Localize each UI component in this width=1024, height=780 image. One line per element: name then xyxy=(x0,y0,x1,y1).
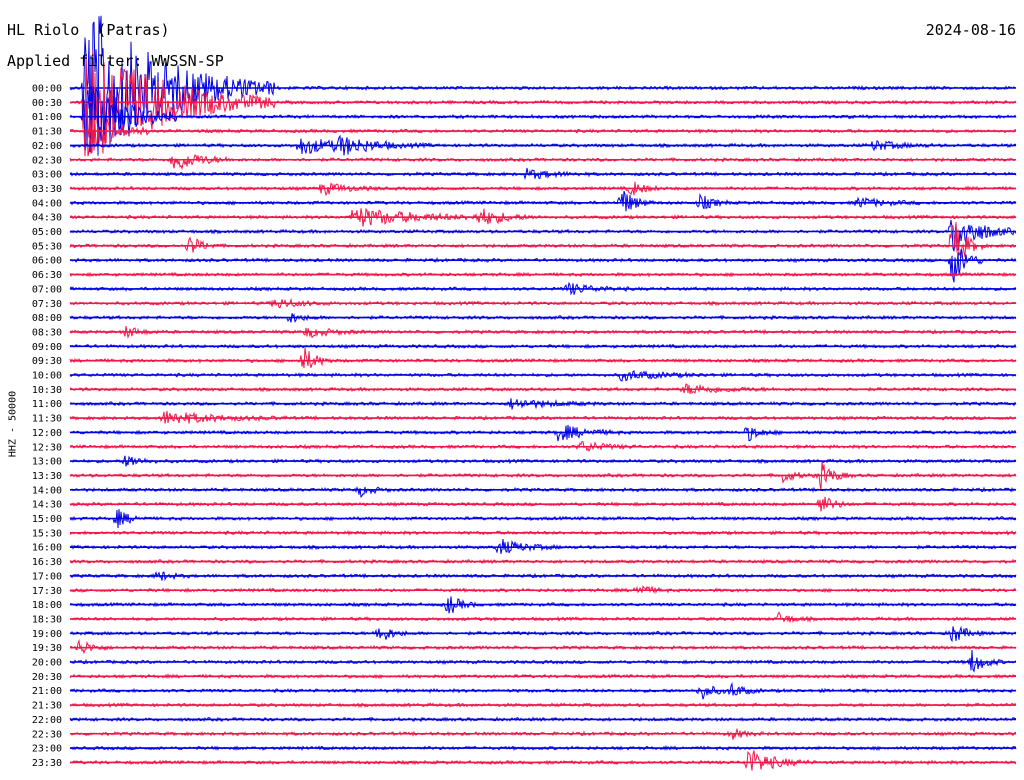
time-label: 10:30 xyxy=(32,385,62,396)
station-title: HL Riolo (Patras) xyxy=(7,21,170,39)
trace-row xyxy=(70,727,1017,740)
time-label: 13:30 xyxy=(32,471,62,482)
time-label: 17:00 xyxy=(32,571,62,582)
time-label: 19:30 xyxy=(32,643,62,654)
time-label: 06:30 xyxy=(32,270,62,281)
time-label: 07:30 xyxy=(32,299,62,310)
time-label-group: 00:00 00:30 01:00 01:30 02:00 02:30 03:00 03:30… xyxy=(32,84,62,769)
time-label: 12:00 xyxy=(32,428,62,439)
trace-row xyxy=(69,638,1017,655)
time-label: 16:00 xyxy=(32,543,62,554)
time-label: 14:00 xyxy=(32,485,62,496)
time-label: 09:30 xyxy=(32,356,62,367)
date-label: 2024-08-16 xyxy=(925,21,1016,39)
time-label: 07:00 xyxy=(32,284,62,295)
time-label: 06:00 xyxy=(32,256,62,267)
time-label: 20:30 xyxy=(32,672,62,683)
trace-row xyxy=(69,486,1017,499)
time-label: 08:00 xyxy=(32,313,62,324)
time-label: 20:00 xyxy=(32,658,62,669)
time-label: 05:00 xyxy=(32,227,62,238)
channel-label: HHZ - 50000 xyxy=(7,390,19,458)
trace-row xyxy=(69,154,1017,171)
trace-row xyxy=(69,222,1017,259)
time-label: 08:30 xyxy=(32,327,62,338)
time-label: 03:30 xyxy=(32,184,62,195)
time-label: 00:30 xyxy=(32,98,62,109)
time-label: 04:30 xyxy=(32,213,62,224)
time-label: 21:00 xyxy=(32,686,62,697)
filter-label: Applied filter: WWSSN-SP xyxy=(7,52,224,70)
time-label: 04:00 xyxy=(32,198,62,209)
trace-row xyxy=(69,191,1017,212)
time-label: 03:00 xyxy=(32,170,62,181)
time-label: 10:00 xyxy=(32,371,62,382)
trace-row xyxy=(69,750,1017,771)
time-label: 02:00 xyxy=(32,141,62,152)
time-label: 22:00 xyxy=(32,715,62,726)
trace-row xyxy=(69,370,1017,382)
time-label: 15:00 xyxy=(32,514,62,525)
time-label: 18:30 xyxy=(32,614,62,625)
time-label: 02:30 xyxy=(32,155,62,166)
time-label: 00:00 xyxy=(32,84,62,95)
time-label: 16:30 xyxy=(32,557,62,568)
time-label: 18:00 xyxy=(32,600,62,611)
time-label: 17:30 xyxy=(32,586,62,597)
time-label: 22:30 xyxy=(32,729,62,740)
trace-group xyxy=(69,15,1017,771)
time-label: 15:30 xyxy=(32,528,62,539)
time-label: 09:00 xyxy=(32,342,62,353)
time-label: 23:00 xyxy=(32,744,62,755)
time-label: 05:30 xyxy=(32,241,62,252)
time-label: 12:30 xyxy=(32,442,62,453)
trace-row xyxy=(69,649,1017,673)
time-label: 11:00 xyxy=(32,399,62,410)
trace-row xyxy=(69,249,1017,283)
trace-row xyxy=(69,611,1017,624)
time-label: 19:00 xyxy=(32,629,62,640)
time-label: 13:00 xyxy=(32,457,62,468)
trace-row xyxy=(69,455,1017,467)
time-label: 14:30 xyxy=(32,500,62,511)
time-label: 01:30 xyxy=(32,127,62,138)
trace-row xyxy=(69,347,1017,369)
time-label: 01:00 xyxy=(32,112,62,123)
time-label: 21:30 xyxy=(32,701,62,712)
time-label: 23:30 xyxy=(32,758,62,769)
time-label: 11:30 xyxy=(32,414,62,425)
trace-row xyxy=(69,15,1017,156)
